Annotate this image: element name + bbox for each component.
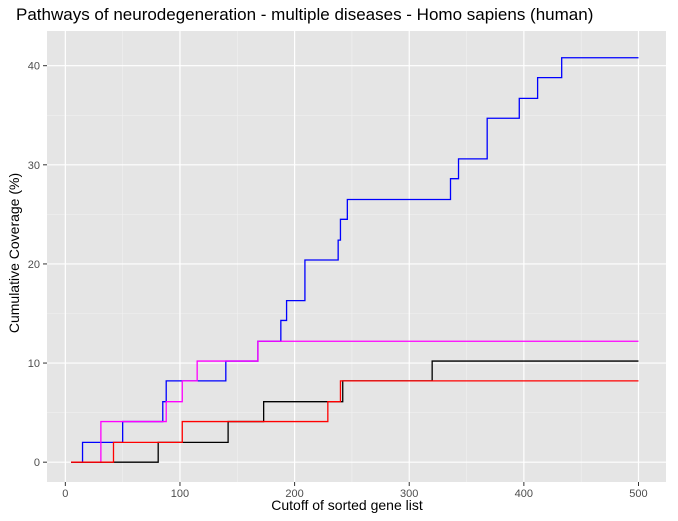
- y-tick-label: 30: [28, 160, 40, 172]
- y-tick-label: 40: [28, 61, 40, 73]
- x-axis-label: Cutoff of sorted gene list: [271, 497, 423, 513]
- x-axis: 0 100 200 300 400 500: [62, 482, 648, 500]
- x-tick-label: 0: [62, 488, 68, 500]
- x-tick-label: 400: [515, 488, 533, 500]
- series-layer: [71, 57, 639, 463]
- series-line-3: [71, 360, 639, 463]
- series-line-4: [71, 380, 639, 463]
- x-tick-label: 100: [171, 488, 189, 500]
- series-line-2: [71, 340, 639, 463]
- major-gridlines: [47, 31, 666, 482]
- series-line-1: [71, 57, 639, 463]
- chart-title: Pathways of neurodegeneration - multiple…: [16, 5, 594, 24]
- y-tick-label: 20: [28, 259, 40, 271]
- x-tick-label: 200: [285, 488, 303, 500]
- y-tick-label: 10: [28, 358, 40, 370]
- y-axis: 0 10 20 30 40: [28, 61, 47, 469]
- minor-gridlines: [47, 31, 666, 482]
- x-tick-label: 300: [400, 488, 418, 500]
- y-tick-label: 0: [34, 457, 40, 469]
- plot-panel: [47, 31, 666, 482]
- x-tick-label: 500: [629, 488, 647, 500]
